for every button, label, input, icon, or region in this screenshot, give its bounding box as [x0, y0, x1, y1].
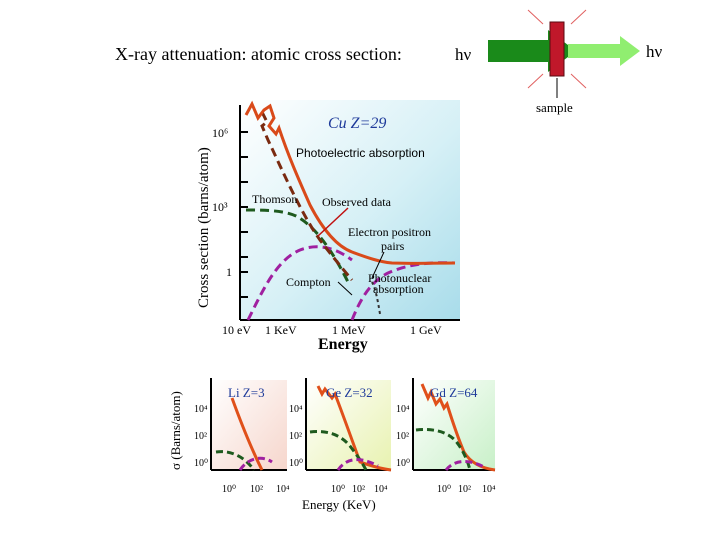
- main-xtick-1kev: 1 KeV: [265, 323, 297, 337]
- panel-ge-ytick-0: 10⁴: [289, 404, 303, 415]
- panel-ge-ytick-1: 10²: [289, 431, 302, 442]
- main-element-label: Cu Z=29: [328, 115, 386, 132]
- main-plot-area: [240, 100, 460, 320]
- panel-li-ytick-2: 10⁰: [194, 458, 208, 469]
- main-y-axis-label: Cross section (barns/atom): [196, 147, 212, 308]
- photoelectric-label: Photoelectric absorption: [296, 146, 425, 160]
- observed-data-curve: [244, 100, 456, 265]
- main-y-axis: [239, 105, 248, 320]
- panel-li-xtick-0: 10⁰: [222, 484, 236, 495]
- main-x-axis-label: Energy: [318, 336, 368, 353]
- pair-production-curve: [350, 261, 456, 321]
- observed-data-label: Observed data: [322, 195, 392, 209]
- main-ytick-1e3: 10³: [212, 200, 228, 214]
- panel-gd-label: Gd Z=64: [430, 385, 478, 400]
- pair-label-line1: Electron positron: [348, 225, 431, 239]
- panel-li: [210, 378, 287, 471]
- small-x-axis-label: Energy (KeV): [302, 497, 376, 512]
- panel-gd-xtick-1: 10²: [458, 484, 471, 495]
- panel-gd-xtick-2: 10⁴: [482, 484, 496, 495]
- sample-bar: [549, 21, 565, 77]
- panel-ge-xtick-0: 10⁰: [331, 484, 345, 495]
- panel-li-xtick-1: 10²: [250, 484, 263, 495]
- scatter-rays: [527, 9, 587, 89]
- panel-gd-ytick-1: 10²: [396, 431, 409, 442]
- panel-ge-xtick-1: 10²: [352, 484, 365, 495]
- panel-li-xtick-2: 10⁴: [276, 484, 290, 495]
- panel-gd-ytick-0: 10⁴: [396, 404, 410, 415]
- photonuclear-curve: [371, 281, 381, 315]
- thomson-label: Thomson: [252, 192, 297, 206]
- photoelectric-curve: [260, 111, 354, 281]
- panel-gd-ytick-2: 10⁰: [396, 458, 410, 469]
- sample-label: sample: [536, 100, 573, 115]
- main-xtick-10ev: 10 eV: [222, 323, 251, 337]
- pair-label-line2: pairs: [381, 239, 405, 253]
- beam-in-label: hν: [455, 45, 472, 64]
- main-xtick-1mev: 1 MeV: [332, 323, 366, 337]
- thomson-curve: [245, 208, 350, 283]
- panel-ge-xtick-2: 10⁴: [374, 484, 388, 495]
- panel-ge-label: Ge Z=32: [326, 385, 373, 400]
- main-xtick-1gev: 1 GeV: [410, 323, 442, 337]
- panel-li-ytick-0: 10⁴: [194, 404, 208, 415]
- main-ytick-1e6: 10⁶: [212, 126, 228, 140]
- observed-pointer: [317, 207, 349, 237]
- panel-ge: [305, 378, 392, 472]
- figure-title: X-ray attenuation: atomic cross section:: [115, 44, 402, 64]
- photonuclear-label-line1: Photonuclear: [368, 271, 431, 285]
- beam-out-label: hν: [646, 42, 663, 61]
- compton-curve: [246, 245, 353, 321]
- beam-out-arrow: [568, 36, 640, 66]
- panel-gd: [412, 378, 496, 472]
- panel-ge-ytick-2: 10⁰: [289, 458, 303, 469]
- main-ytick-1: 1: [226, 265, 232, 279]
- photonuclear-label-line2: absorption: [373, 282, 424, 296]
- small-y-axis-label: σ (Barns/atom): [168, 391, 183, 470]
- pair-pointer: [371, 251, 385, 279]
- panel-li-label: Li Z=3: [228, 385, 265, 400]
- compton-pointer: [337, 281, 353, 296]
- panel-gd-xtick-0: 10⁰: [437, 484, 451, 495]
- compton-label: Compton: [286, 275, 331, 289]
- panel-li-ytick-1: 10²: [194, 431, 207, 442]
